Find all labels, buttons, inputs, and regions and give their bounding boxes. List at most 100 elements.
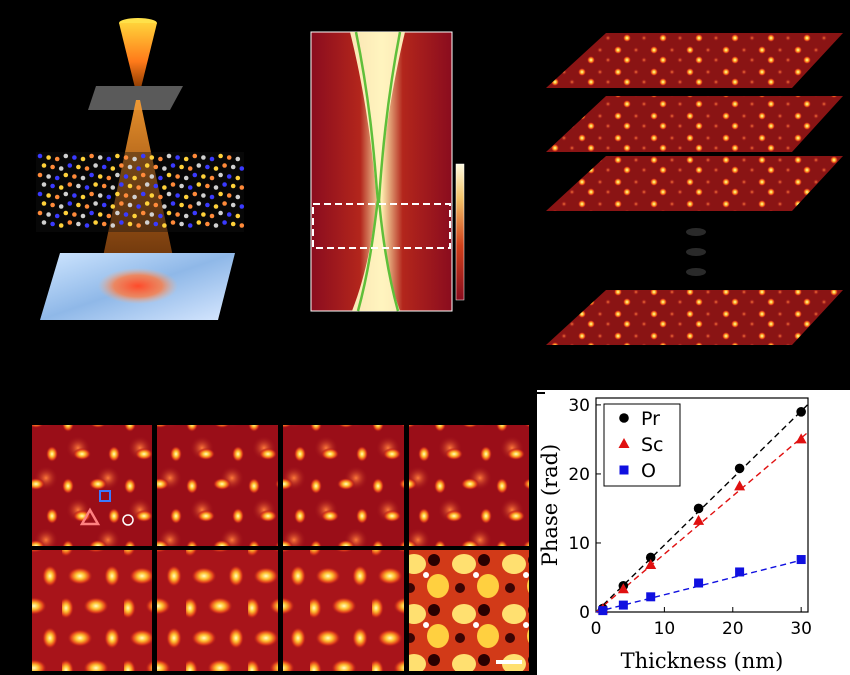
lattice-atom	[63, 172, 69, 178]
lattice-atom	[209, 175, 215, 181]
lattice-atom	[123, 212, 129, 217]
data-point-sc	[617, 583, 629, 594]
lattice-atom	[230, 221, 236, 227]
legend-marker-sc	[618, 438, 630, 448]
legend-label-sc: Sc	[641, 434, 664, 456]
lattice-atom	[132, 213, 137, 219]
data-point-o	[694, 578, 704, 588]
lattice-atom	[153, 221, 159, 227]
lattice-atom	[46, 174, 51, 179]
lattice-atom	[162, 223, 167, 228]
lattice-atom	[115, 172, 120, 178]
fit-line-o	[595, 557, 809, 613]
data-point-o	[796, 555, 806, 565]
lattice-atom	[89, 191, 94, 197]
lattice-atom	[149, 174, 155, 179]
tile-r2c4	[409, 550, 529, 671]
lattice-atom	[140, 153, 146, 159]
lattice-atom	[175, 212, 180, 217]
beam-icon	[96, 100, 180, 290]
heatmap-bright-band	[350, 32, 405, 311]
fit-line-sc	[595, 431, 809, 613]
layer-4	[546, 290, 843, 345]
data-point-pr	[645, 552, 656, 563]
data-point-o	[598, 606, 608, 616]
lattice-atom	[41, 220, 47, 225]
lattice-atom	[201, 155, 206, 160]
chart-background	[537, 390, 850, 675]
lattice-atom	[158, 194, 163, 200]
lattice-atom	[132, 175, 137, 181]
lattice-atom	[183, 156, 189, 162]
x-tick-label: 20	[722, 619, 744, 639]
lattice-atom	[235, 175, 241, 181]
lattice-atom	[58, 223, 64, 228]
lattice-atom	[132, 194, 137, 200]
lattice-atom	[192, 210, 198, 216]
lattice-atom	[110, 166, 116, 171]
lattice-atom	[67, 220, 73, 225]
x-tick-label: 0	[591, 619, 602, 639]
lattice-atom	[63, 191, 69, 197]
lattice-atom	[110, 204, 116, 209]
lattice-atom	[196, 163, 202, 168]
lattice-atom	[183, 175, 189, 181]
lattice-atom	[153, 202, 159, 208]
lattice-atom	[183, 194, 189, 200]
lattice-atom	[136, 223, 141, 228]
lattice-atom	[93, 182, 98, 187]
data-point-pr	[734, 463, 745, 474]
lattice-atom	[170, 163, 176, 168]
lattice-atom	[37, 172, 43, 178]
layer-2	[546, 96, 843, 152]
lattice-atom	[179, 164, 184, 170]
lattice-atom	[218, 210, 223, 216]
lattice-atom	[158, 213, 163, 219]
probe-cone-icon	[119, 23, 157, 100]
lattice-atom	[187, 204, 193, 209]
lattice-atom	[205, 221, 210, 227]
lattice-atom	[41, 201, 47, 206]
x-axis-title: Thickness (nm)	[621, 649, 784, 673]
lattice-atom	[50, 164, 55, 170]
lattice-atom	[106, 175, 112, 181]
lattice-atom	[93, 163, 98, 168]
lattice-atom	[222, 201, 227, 206]
lattice-atom	[170, 201, 176, 206]
lattice-atom	[205, 202, 210, 208]
lattice-atom	[89, 153, 94, 159]
panel-b-heatmap	[310, 31, 465, 312]
gap-dot	[686, 228, 706, 236]
y-tick-label: 20	[568, 465, 590, 485]
data-point-o	[735, 567, 745, 577]
legend-marker-o	[619, 465, 629, 475]
panel-d-tiles	[32, 425, 529, 671]
panel-a-schematic	[36, 18, 245, 320]
data-point-pr	[796, 407, 806, 417]
lattice-atom	[123, 155, 129, 160]
lattice-atom	[226, 193, 232, 198]
lattice-atom	[106, 194, 112, 200]
lattice-atom	[235, 194, 241, 200]
tile-r1c3	[283, 425, 404, 546]
legend-box	[603, 403, 681, 487]
lattice-atom	[93, 201, 98, 206]
lattice-atom	[72, 174, 77, 179]
lattice-atom	[230, 164, 236, 170]
lattice-atom	[67, 182, 73, 187]
tile-r2c1	[32, 550, 152, 671]
lattice-atom	[187, 223, 193, 228]
selection-box	[312, 203, 451, 249]
layer-1	[546, 33, 843, 88]
lattice-atom	[67, 201, 73, 206]
lattice-atom	[136, 185, 141, 190]
lattice-atom	[101, 202, 107, 208]
lattice-atom	[170, 220, 176, 225]
lattice-atom	[192, 172, 198, 178]
lattice-atom	[218, 172, 223, 178]
aperture-plane-icon	[88, 86, 183, 110]
lattice-atom	[213, 185, 219, 190]
lattice-atom	[222, 182, 227, 187]
lattice-atom	[144, 220, 150, 225]
